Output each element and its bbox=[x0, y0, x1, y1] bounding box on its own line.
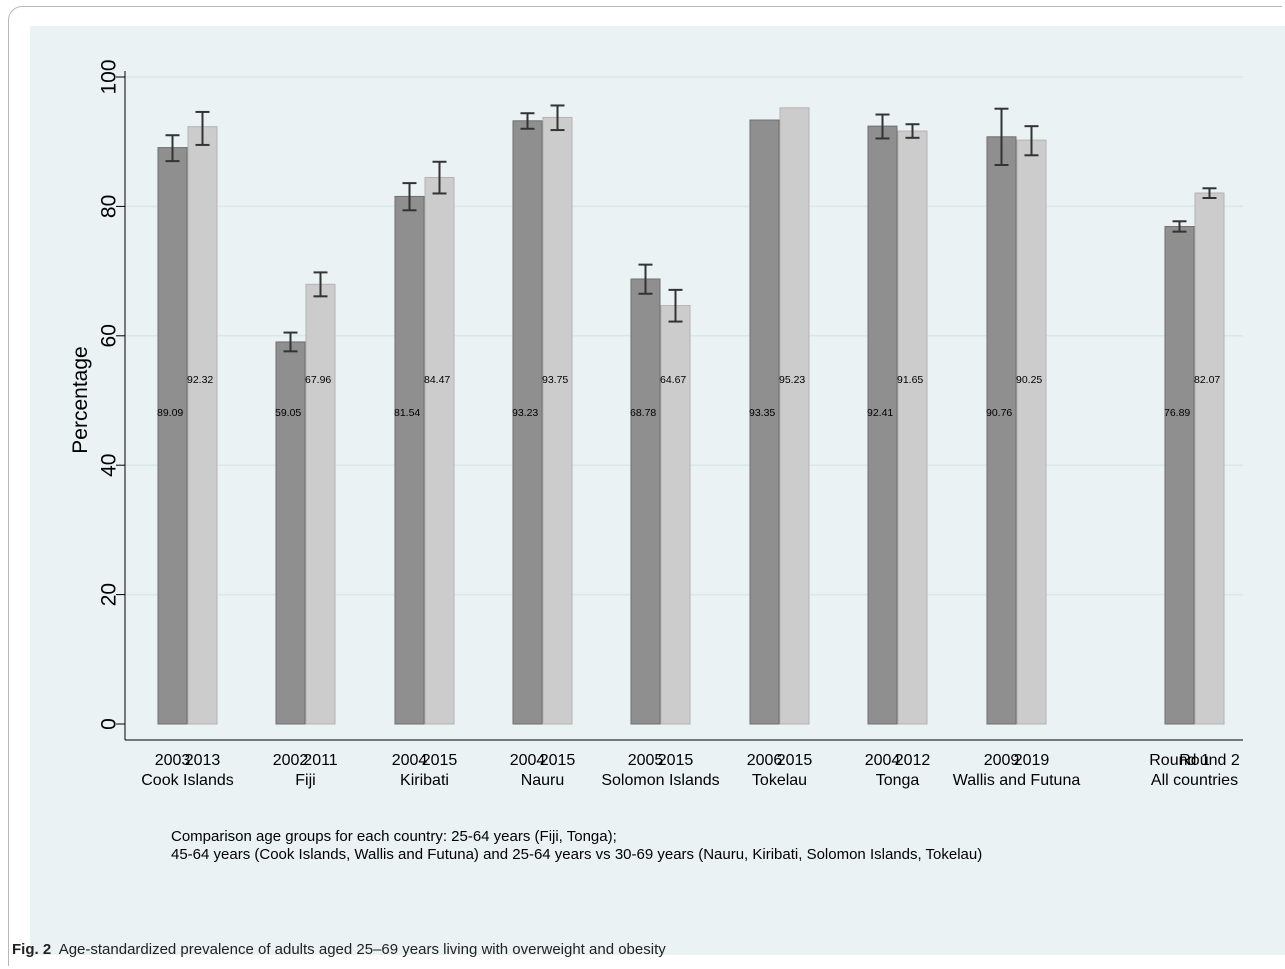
data-label: 91.65 bbox=[897, 374, 923, 386]
data-label: 92.32 bbox=[187, 374, 213, 386]
x-tick-label: 2011 bbox=[303, 752, 338, 769]
data-label: 92.41 bbox=[867, 407, 893, 419]
data-label: 95.23 bbox=[779, 374, 805, 386]
data-label: 68.78 bbox=[630, 407, 656, 419]
bar bbox=[1164, 226, 1195, 725]
x-tick-label: 2004 bbox=[510, 752, 546, 769]
y-tick-label: 20 bbox=[98, 583, 121, 606]
x-tick-label: 2006 bbox=[747, 752, 783, 769]
bar bbox=[779, 107, 810, 725]
category-label: Nauru bbox=[521, 772, 565, 789]
bar bbox=[187, 126, 218, 725]
bar bbox=[157, 147, 188, 725]
bar bbox=[512, 120, 543, 725]
bar bbox=[424, 176, 455, 725]
x-tick-label: 2004 bbox=[392, 752, 428, 769]
figure-frame bbox=[8, 6, 1282, 966]
y-tick-label: 0 bbox=[98, 718, 121, 730]
data-label: 81.54 bbox=[394, 407, 420, 419]
category-label: All countries bbox=[1151, 772, 1238, 789]
y-axis-title: Percentage bbox=[69, 346, 92, 453]
y-tick-label: 40 bbox=[98, 454, 121, 477]
x-tick-label: 2012 bbox=[895, 752, 931, 769]
x-tick-label: 2019 bbox=[1014, 752, 1050, 769]
data-labels: 89.09 92.32 59.05 67.96 81.54 84.47 93.23 93.75… bbox=[157, 374, 1220, 419]
bar bbox=[749, 119, 780, 725]
data-label: 93.75 bbox=[542, 374, 568, 386]
y-tick-label: 80 bbox=[98, 195, 121, 218]
bar bbox=[1016, 139, 1047, 725]
x-tick-label: 2013 bbox=[185, 752, 221, 769]
bar bbox=[897, 130, 928, 725]
category-label: Solomon Islands bbox=[601, 772, 719, 789]
data-label: 93.23 bbox=[512, 407, 538, 419]
caption-label: Fig. 2 bbox=[12, 941, 52, 958]
x-tick-label: 2015 bbox=[658, 752, 694, 769]
x-tick-label: 2002 bbox=[273, 752, 309, 769]
x-tick-label: 2015 bbox=[540, 752, 576, 769]
x-tick-label: 2015 bbox=[777, 752, 813, 769]
data-label: 67.96 bbox=[305, 374, 331, 386]
data-label: 89.09 bbox=[157, 407, 183, 419]
x-tick-label: 2009 bbox=[984, 752, 1020, 769]
bar bbox=[394, 195, 425, 725]
figure-caption: Fig. 2 Age-standardized prevalence of ad… bbox=[12, 941, 666, 958]
bars bbox=[157, 107, 1225, 725]
x-tick-label: 2003 bbox=[155, 752, 191, 769]
data-label: 93.35 bbox=[749, 407, 775, 419]
category-label: Tonga bbox=[876, 772, 920, 789]
data-label: 82.07 bbox=[1194, 374, 1220, 386]
category-label: Fiji bbox=[295, 772, 315, 789]
bar bbox=[1194, 192, 1225, 725]
x-tick-label: 2015 bbox=[422, 752, 458, 769]
y-tick-label: 60 bbox=[98, 324, 121, 347]
data-label: 84.47 bbox=[424, 374, 450, 386]
bar bbox=[986, 136, 1017, 725]
data-label: 64.67 bbox=[660, 374, 686, 386]
bar bbox=[867, 125, 898, 725]
error-bars bbox=[165, 104, 1217, 353]
bar bbox=[630, 278, 661, 725]
bar bbox=[275, 341, 306, 725]
data-label: 90.25 bbox=[1016, 374, 1042, 386]
category-label: Wallis and Futuna bbox=[953, 772, 1081, 789]
bar bbox=[660, 305, 691, 725]
chart-note: Comparison age groups for each country: … bbox=[171, 828, 982, 864]
x-tick-label: Round 2 bbox=[1179, 752, 1240, 769]
note-line-1: Comparison age groups for each country: … bbox=[171, 828, 617, 845]
x-tick-label: 2004 bbox=[865, 752, 901, 769]
data-label: 59.05 bbox=[275, 407, 301, 419]
caption-text: Age-standardized prevalence of adults ag… bbox=[58, 941, 666, 958]
bar bbox=[305, 283, 336, 725]
y-tick-label: 100 bbox=[98, 59, 121, 94]
x-tick-label: 2005 bbox=[628, 752, 664, 769]
category-label: Tokelau bbox=[752, 772, 807, 789]
category-label: Cook Islands bbox=[141, 772, 234, 789]
category-label: Kiribati bbox=[400, 772, 449, 789]
note-line-2: 45-64 years (Cook Islands, Wallis and Fu… bbox=[171, 846, 983, 863]
data-label: 90.76 bbox=[986, 407, 1012, 419]
data-label: 76.89 bbox=[1164, 407, 1190, 419]
bar bbox=[542, 116, 573, 725]
x-tick-label: Round 1 bbox=[1149, 752, 1210, 769]
